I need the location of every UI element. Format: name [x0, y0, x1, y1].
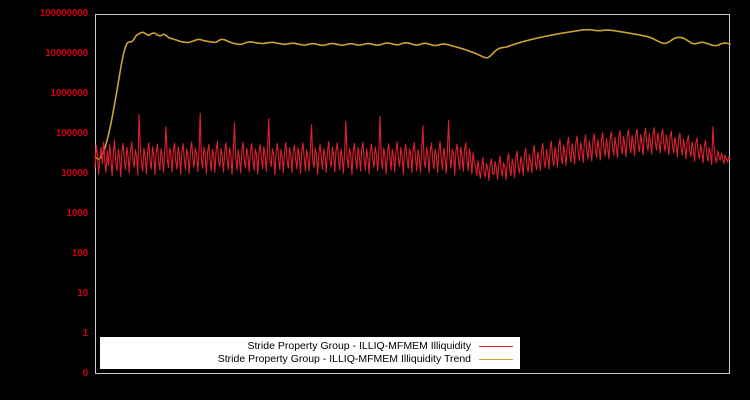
y-axis-tick-label: 100: [71, 248, 88, 259]
legend-entry[interactable]: Stride Property Group - ILLIQ-MFMEM Illi…: [107, 353, 513, 366]
y-axis-tick-label: 100000: [55, 128, 88, 139]
y-axis-tick-label: 100000000: [39, 8, 88, 19]
y-axis-tick-label: 10: [77, 288, 88, 299]
legend-entry[interactable]: Stride Property Group - ILLIQ-MFMEM Illi…: [107, 340, 513, 353]
series-line-illiquidity-trend: [94, 28, 731, 160]
legend-entry-label: Stride Property Group - ILLIQ-MFMEM Illi…: [247, 340, 471, 352]
series-layer: [94, 28, 731, 181]
legend-swatch-illiquidity-trend: [479, 359, 513, 360]
y-axis-tick-label: 10000: [61, 168, 88, 179]
y-axis-tick-label: 0: [82, 368, 89, 379]
y-axis-tick-label: 1: [82, 328, 89, 339]
plot-frame: [95, 14, 730, 374]
legend-swatch-illiquidity: [479, 346, 513, 347]
y-axis-tick-label: 10000000: [45, 48, 88, 59]
y-axis-tick-label: 1000000: [50, 88, 88, 99]
legend-entry-label: Stride Property Group - ILLIQ-MFMEM Illi…: [217, 353, 471, 365]
chart-legend[interactable]: Stride Property Group - ILLIQ-MFMEM Illi…: [100, 337, 520, 369]
series-line-illiquidity: [94, 112, 731, 181]
y-axis-tick-label: 1000: [66, 208, 89, 219]
